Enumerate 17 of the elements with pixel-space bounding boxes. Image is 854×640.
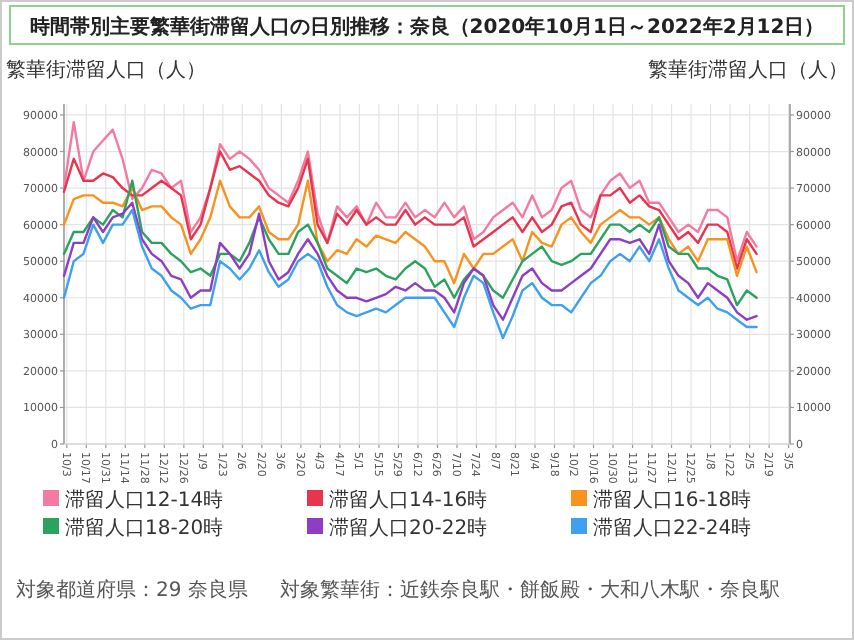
chart-title: 時間帯別主要繁華街滞留人口の日別推移：奈良（2020年10月1日～2022年2月12日） bbox=[29, 15, 825, 39]
legend-label: 滞留人口14-16時 bbox=[329, 488, 488, 512]
legend-label: 滞留人口22-24時 bbox=[593, 516, 752, 540]
line-series bbox=[62, 208, 758, 340]
legend-label: 滞留人口12-14時 bbox=[65, 488, 224, 512]
line-series bbox=[62, 201, 758, 321]
line-series bbox=[62, 179, 758, 307]
line-series bbox=[62, 150, 758, 270]
legend-label: 滞留人口18-20時 bbox=[65, 516, 224, 540]
y2-axis-title: 繁華街滞留人口（人） bbox=[648, 58, 848, 82]
legend-label: 滞留人口16-18時 bbox=[593, 488, 752, 512]
line-series bbox=[62, 179, 758, 285]
legend-label: 滞留人口20-22時 bbox=[329, 516, 488, 540]
text: 対象都道府県：29 奈良県 bbox=[16, 578, 248, 602]
line-series bbox=[62, 121, 758, 263]
y-axis-title: 繁華街滞留人口（人） bbox=[6, 58, 206, 82]
text: 対象繁華街：近鉄奈良駅・餅飯殿・大和八木駅・奈良駅 bbox=[279, 578, 780, 602]
